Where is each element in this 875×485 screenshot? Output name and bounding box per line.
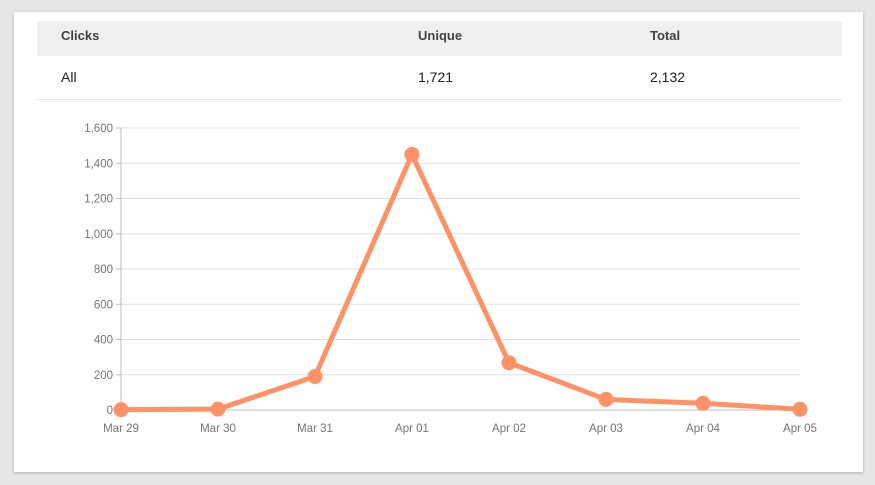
- data-point: [210, 401, 226, 417]
- y-tick-label: 0: [107, 405, 113, 417]
- y-tick-label: 1,000: [84, 229, 113, 241]
- x-tick-label: Apr 01: [395, 423, 429, 435]
- table-row: All 1,721 2,132: [37, 56, 842, 100]
- x-tick-label: Apr 04: [686, 423, 720, 435]
- row-total-value: 2,132: [650, 69, 686, 85]
- x-tick-label: Mar 29: [103, 423, 139, 435]
- x-tick-label: Apr 05: [783, 423, 817, 435]
- y-tick-label: 1,200: [84, 194, 113, 206]
- x-tick-label: Mar 30: [200, 423, 236, 435]
- y-tick-label: 800: [94, 264, 113, 276]
- header-unique: Unique: [418, 28, 463, 43]
- data-point: [113, 402, 129, 418]
- clicks-card: Clicks Unique Total All 1,721 2,132 0 200…: [14, 12, 863, 472]
- clicks-line-chart: 0 200 400 600 800 1,000 1,200 1,400 1,600 Mar 29 M…: [84, 123, 817, 435]
- y-tick-label: 1,600: [84, 123, 113, 135]
- data-point: [501, 355, 517, 371]
- header-total: Total: [650, 28, 681, 43]
- y-tick-label: 1,400: [84, 158, 113, 170]
- header-clicks: Clicks: [61, 28, 100, 43]
- data-point: [307, 369, 323, 385]
- y-tick-label: 600: [94, 299, 113, 311]
- data-point: [404, 146, 420, 162]
- data-point: [695, 395, 711, 411]
- x-tick-label: Mar 31: [297, 423, 333, 435]
- x-tick-label: Apr 03: [589, 423, 623, 435]
- data-point: [598, 391, 614, 407]
- y-tick-label: 200: [94, 370, 113, 382]
- data-point: [792, 401, 808, 417]
- y-tick-label: 400: [94, 335, 113, 347]
- series-line: [118, 151, 803, 413]
- table-header: Clicks Unique Total: [37, 21, 842, 56]
- x-tick-label: Apr 02: [492, 423, 526, 435]
- row-label: All: [61, 69, 77, 85]
- row-unique-value: 1,721: [418, 69, 454, 85]
